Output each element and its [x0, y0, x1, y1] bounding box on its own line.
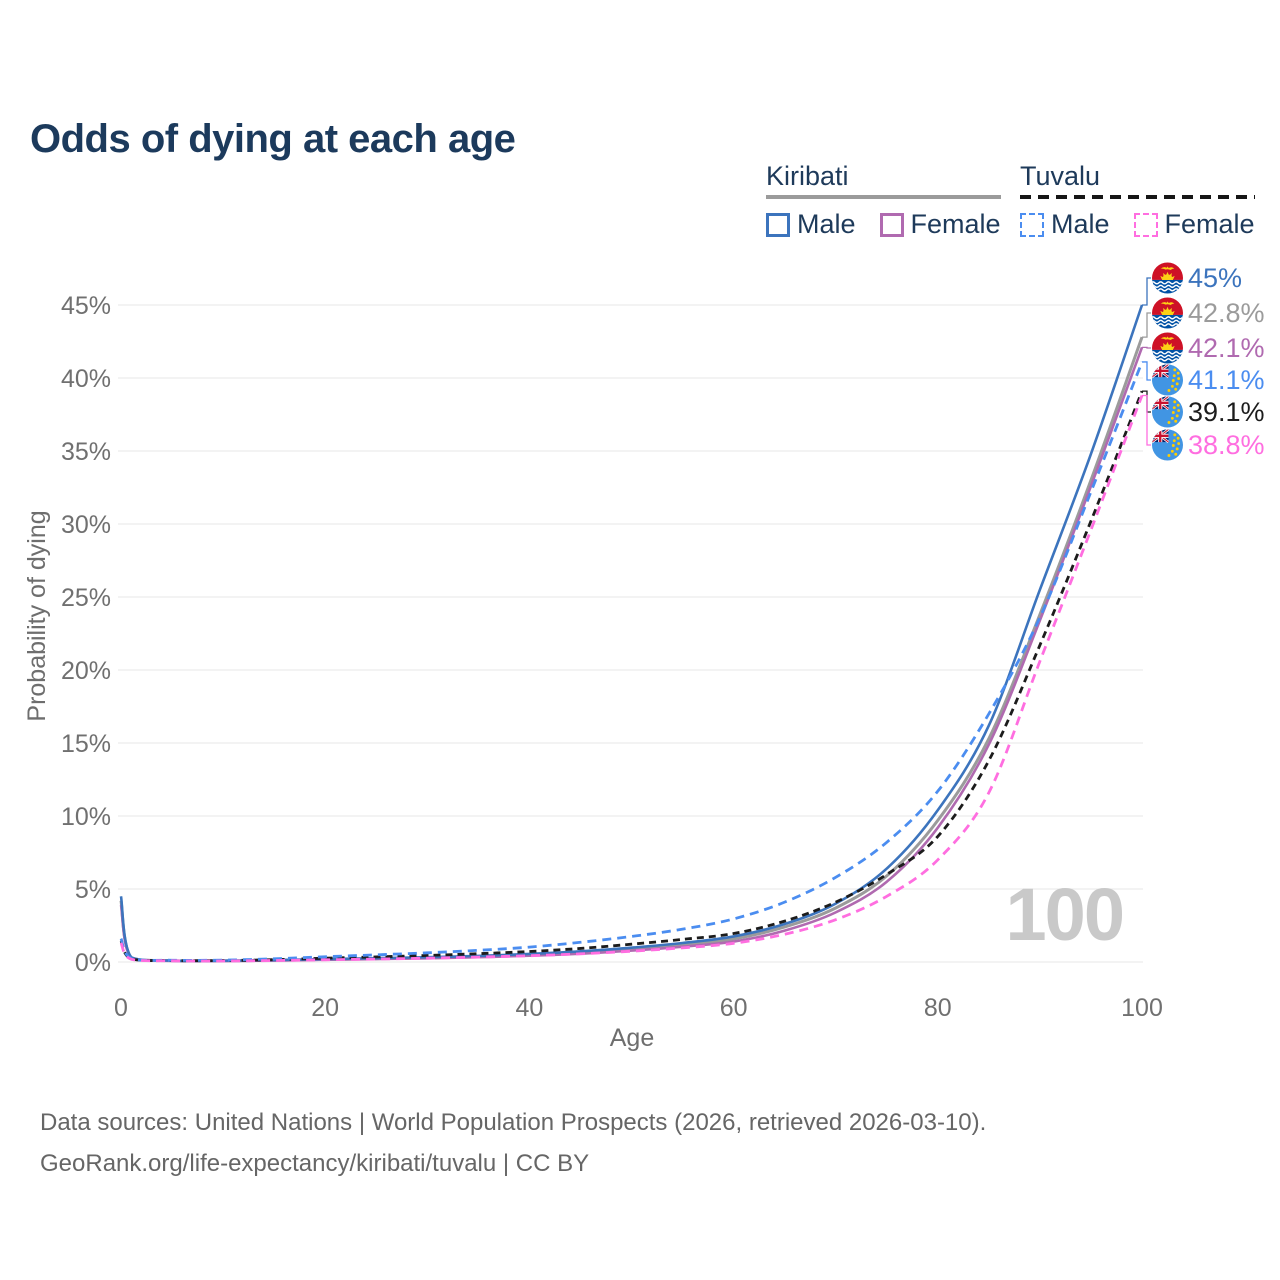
- legend-group-kiribati: Kiribati Male Female: [766, 161, 1001, 240]
- kiribati-male-swatch-icon: [766, 212, 790, 237]
- label-connector: [1142, 394, 1151, 446]
- legend-label-kiribati-female: Female: [910, 209, 1001, 239]
- label-connector: [1142, 312, 1151, 338]
- legend-country-tuvalu[interactable]: Tuvalu: [1020, 161, 1101, 191]
- legend-item-kiribati-male[interactable]: Male: [766, 209, 856, 240]
- page-title: Odds of dying at each age: [30, 116, 516, 161]
- x-tick-label: 20: [311, 994, 339, 1022]
- y-tick-label: 10%: [61, 803, 111, 831]
- y-tick-label: 25%: [61, 584, 111, 612]
- footer: Data sources: United Nations | World Pop…: [40, 1102, 986, 1184]
- y-tick-label: 30%: [61, 511, 111, 539]
- axis-tick-labels: 0% 5% 10% 15% 20% 25% 30% 35% 40% 45% 0 20 40 60 80 100: [61, 292, 1163, 1022]
- legend-label-tuvalu-female: Female: [1164, 209, 1255, 239]
- hovered-age-watermark: 100: [1005, 873, 1125, 956]
- label-connector: [1142, 277, 1151, 306]
- x-axis-title: Age: [610, 1024, 654, 1052]
- legend-item-tuvalu-female[interactable]: Female: [1133, 209, 1255, 240]
- y-tick-label: 15%: [61, 730, 111, 758]
- y-tick-label: 0%: [75, 949, 111, 977]
- tuvalu-flag-icon: [1152, 430, 1183, 461]
- legend-label-tuvalu-male: Male: [1051, 209, 1110, 239]
- line-kiribati-female[interactable]: [119, 346, 1144, 963]
- label-connector: [1142, 346, 1151, 349]
- kiribati-flag-icon: [1151, 298, 1186, 329]
- data-sources-line: Data sources: United Nations | World Pop…: [40, 1109, 987, 1136]
- legend-country-kiribati[interactable]: Kiribati: [766, 161, 849, 191]
- line-tuvalu[interactable]: [119, 390, 1144, 963]
- kiribati-solid-line-sample: [766, 195, 1001, 199]
- end-value-label-tuvalu-male: 41.1%: [1188, 365, 1265, 395]
- end-value-label-kiribati-female: 42.1%: [1188, 333, 1265, 363]
- x-tick-label: 80: [924, 994, 952, 1022]
- legend-label-kiribati-male: Male: [797, 209, 856, 239]
- label-connector: [1142, 361, 1151, 381]
- tuvalu-male-swatch-icon: [1020, 212, 1044, 237]
- end-value-label-kiribati-male: 45%: [1188, 263, 1242, 293]
- line-kiribati-male[interactable]: [119, 304, 1144, 963]
- legend-item-tuvalu-male[interactable]: Male: [1020, 209, 1110, 240]
- y-axis-title: Probability of dying: [23, 510, 51, 721]
- x-tick-label: 60: [720, 994, 748, 1022]
- data-series-lines: [119, 304, 1144, 963]
- line-tuvalu-female[interactable]: [119, 395, 1144, 963]
- x-tick-label: 40: [515, 994, 543, 1022]
- end-value-label-kiribati: 42.8%: [1188, 298, 1265, 328]
- tuvalu-flag-icon: [1152, 397, 1183, 428]
- end-value-annotations: 45% 42.8% 42.1%41.1%39.1%38.8%: [1142, 263, 1265, 461]
- y-tick-label: 5%: [75, 876, 111, 904]
- tuvalu-flag-icon: [1152, 365, 1183, 396]
- kiribati-flag-icon: [1151, 333, 1186, 364]
- tuvalu-female-swatch-icon: [1133, 212, 1158, 237]
- legend-group-tuvalu: Tuvalu Male Female: [1020, 161, 1255, 240]
- y-tick-label: 35%: [61, 438, 111, 466]
- y-tick-label: 45%: [61, 292, 111, 320]
- kiribati-flag-icon: [1151, 263, 1186, 294]
- legend-item-kiribati-female[interactable]: Female: [879, 209, 1001, 240]
- end-value-label-tuvalu-female: 38.8%: [1188, 430, 1265, 460]
- kiribati-female-swatch-icon: [879, 212, 904, 237]
- end-value-label-tuvalu: 39.1%: [1188, 397, 1265, 427]
- gridlines: [118, 304, 1143, 963]
- y-tick-label: 20%: [61, 657, 111, 685]
- x-tick-label: 0: [114, 994, 128, 1022]
- line-kiribati[interactable]: [119, 336, 1144, 963]
- x-tick-label: 100: [1121, 994, 1163, 1022]
- attribution-line: GeoRank.org/life-expectancy/kiribati/tuv…: [40, 1150, 590, 1177]
- tuvalu-dashed-line-sample: [1020, 195, 1255, 199]
- y-tick-label: 40%: [61, 365, 111, 393]
- line-tuvalu-male[interactable]: [119, 361, 1144, 962]
